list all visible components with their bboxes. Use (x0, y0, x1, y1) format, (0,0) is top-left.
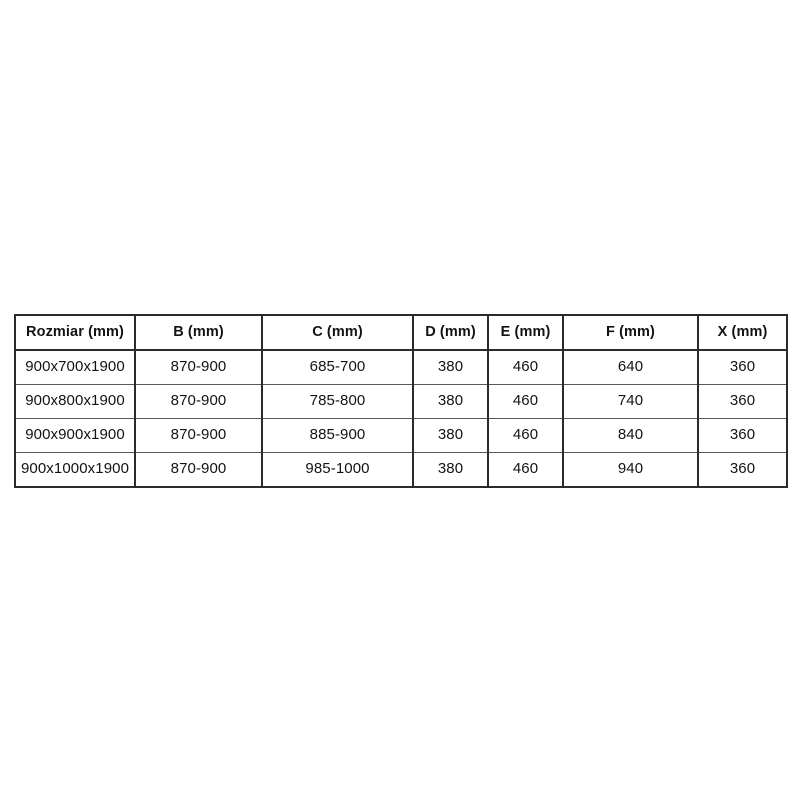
table-body: 900x700x1900 870-900 685-700 380 460 640… (15, 349, 787, 487)
column-header-f: F (mm) (562, 315, 699, 351)
cell-rozmiar: 900x700x1900 (15, 349, 136, 385)
column-header-d: D (mm) (412, 315, 489, 351)
cell-e: 460 (487, 418, 564, 453)
cell-d: 380 (412, 418, 489, 453)
cell-rozmiar: 900x1000x1900 (15, 452, 136, 487)
column-header-b: B (mm) (134, 315, 263, 351)
column-header-x: X (mm) (697, 315, 787, 351)
cell-f: 940 (562, 452, 699, 487)
cell-c: 785-800 (261, 384, 414, 419)
cell-d: 380 (412, 349, 489, 385)
specification-table: Rozmiar (mm) B (mm) C (mm) D (mm) E (mm)… (14, 314, 788, 488)
cell-e: 460 (487, 349, 564, 385)
cell-c: 985-1000 (261, 452, 414, 487)
cell-b: 870-900 (134, 452, 263, 487)
cell-d: 380 (412, 452, 489, 487)
column-header-rozmiar: Rozmiar (mm) (15, 315, 136, 351)
cell-f: 640 (562, 349, 699, 385)
cell-c: 885-900 (261, 418, 414, 453)
cell-d: 380 (412, 384, 489, 419)
cell-c: 685-700 (261, 349, 414, 385)
cell-rozmiar: 900x900x1900 (15, 418, 136, 453)
cell-x: 360 (697, 452, 787, 487)
specification-table-container: Rozmiar (mm) B (mm) C (mm) D (mm) E (mm)… (14, 314, 788, 488)
cell-b: 870-900 (134, 349, 263, 385)
cell-x: 360 (697, 418, 787, 453)
column-header-c: C (mm) (261, 315, 414, 351)
table-header: Rozmiar (mm) B (mm) C (mm) D (mm) E (mm)… (15, 315, 787, 351)
cell-x: 360 (697, 384, 787, 419)
table-header-row: Rozmiar (mm) B (mm) C (mm) D (mm) E (mm)… (15, 315, 787, 351)
table-row: 900x700x1900 870-900 685-700 380 460 640… (15, 349, 787, 385)
table-row: 900x900x1900 870-900 885-900 380 460 840… (15, 418, 787, 453)
cell-e: 460 (487, 384, 564, 419)
table-row: 900x800x1900 870-900 785-800 380 460 740… (15, 384, 787, 419)
cell-x: 360 (697, 349, 787, 385)
cell-f: 740 (562, 384, 699, 419)
cell-e: 460 (487, 452, 564, 487)
cell-rozmiar: 900x800x1900 (15, 384, 136, 419)
column-header-e: E (mm) (487, 315, 564, 351)
table-row: 900x1000x1900 870-900 985-1000 380 460 9… (15, 452, 787, 487)
cell-b: 870-900 (134, 418, 263, 453)
cell-f: 840 (562, 418, 699, 453)
cell-b: 870-900 (134, 384, 263, 419)
